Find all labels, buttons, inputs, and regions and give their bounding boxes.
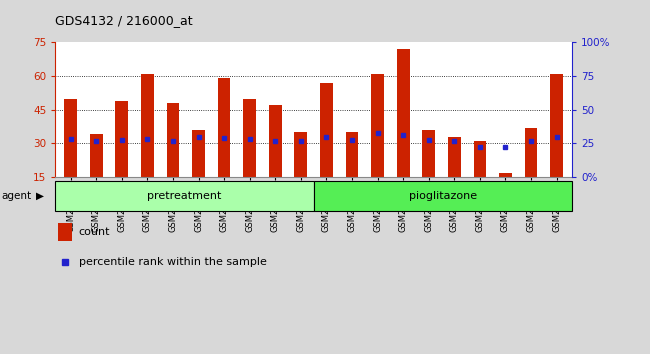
Bar: [396, 49, 410, 177]
Bar: [320, 83, 333, 177]
Bar: [115, 101, 128, 177]
Bar: [499, 172, 512, 177]
Bar: [448, 137, 461, 177]
Bar: [58, 223, 72, 241]
Bar: [371, 74, 384, 177]
Text: percentile rank within the sample: percentile rank within the sample: [79, 257, 266, 267]
Bar: [551, 74, 563, 177]
Bar: [294, 132, 307, 177]
Bar: [422, 130, 435, 177]
Bar: [269, 105, 281, 177]
Text: pioglitazone: pioglitazone: [409, 190, 477, 201]
Bar: [166, 103, 179, 177]
Bar: [525, 128, 538, 177]
Bar: [141, 74, 154, 177]
Text: agent: agent: [1, 190, 31, 201]
Bar: [473, 141, 486, 177]
Bar: [192, 130, 205, 177]
Bar: [55, 181, 313, 211]
Bar: [243, 98, 256, 177]
Bar: [64, 98, 77, 177]
Bar: [346, 132, 358, 177]
Bar: [313, 181, 572, 211]
Text: count: count: [79, 227, 110, 238]
Text: ▶: ▶: [36, 190, 44, 201]
Text: GDS4132 / 216000_at: GDS4132 / 216000_at: [55, 14, 193, 27]
Bar: [218, 78, 231, 177]
Bar: [90, 135, 103, 177]
Text: pretreatment: pretreatment: [148, 190, 222, 201]
